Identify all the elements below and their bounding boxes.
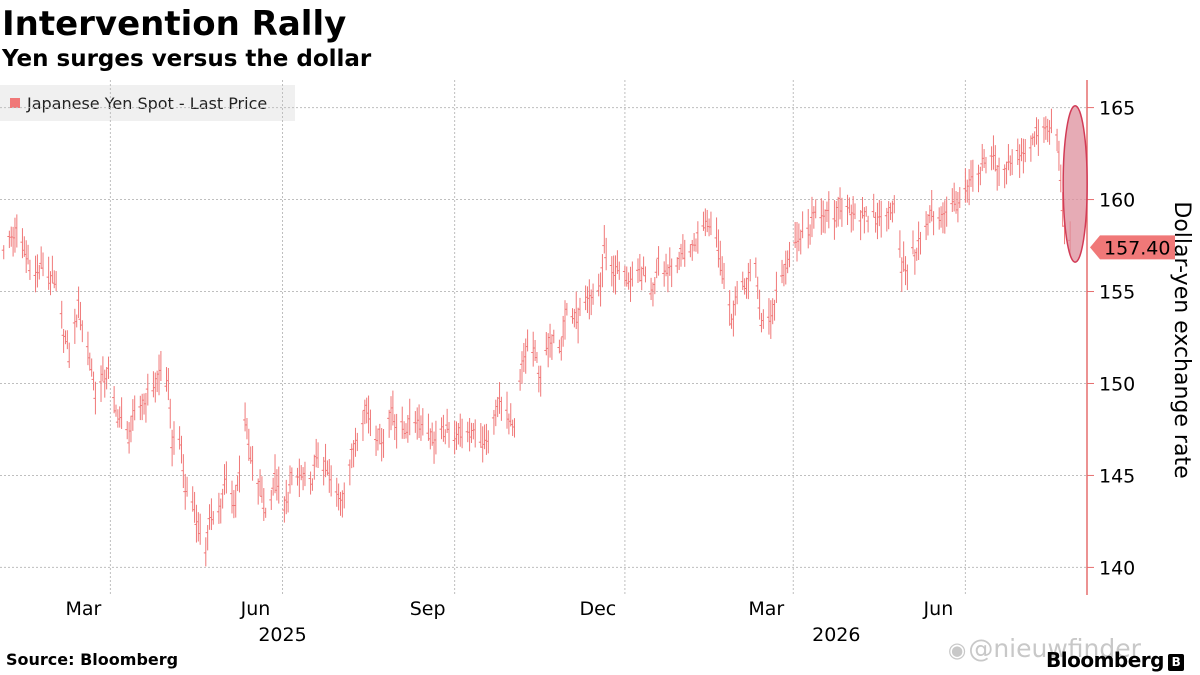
x-tick-label: Jun (923, 598, 954, 620)
y-tick-label: 165 (1099, 98, 1135, 120)
x-tick-label: Dec (579, 598, 616, 620)
chart-title: Intervention Rally (2, 4, 347, 44)
watermark-text: @nieuwfinder (968, 634, 1141, 663)
y-tick-label: 155 (1099, 282, 1135, 304)
legend-swatch (10, 98, 20, 108)
x-year-label: 2026 (812, 624, 860, 646)
legend: Japanese Yen Spot - Last Price (0, 85, 295, 121)
y-tick-label: 150 (1099, 373, 1135, 395)
price-bars (1, 108, 1071, 567)
brand-name: Bloomberg (1046, 648, 1164, 672)
x-year-label: 2025 (258, 624, 306, 646)
source-note: Source: Bloomberg (6, 650, 179, 669)
last-price-tag (1090, 235, 1175, 260)
weibo-icon: ◉ (948, 638, 967, 662)
y-tick-label: 160 (1099, 190, 1135, 212)
highlight-ellipse (1062, 105, 1088, 263)
y-axis: 140 145 150 155 160 165 (1086, 80, 1135, 595)
chart-subtitle: Yen surges versus the dollar (2, 46, 372, 72)
watermark: ◉@nieuwfinder (948, 634, 1141, 663)
x-tick-label: Mar (748, 598, 784, 620)
x-tick-label: Mar (65, 598, 101, 620)
x-tick-label: Jun (240, 598, 271, 620)
x-axis-labels: Mar Jun Sep Dec Mar Jun 2025 2026 (65, 598, 953, 646)
y-tick-label: 145 (1099, 465, 1135, 487)
annotations: 157.40 (1062, 105, 1175, 263)
bloomberg-logo: Bloomberg B (1046, 648, 1184, 672)
bloomberg-b-icon: B (1167, 654, 1184, 671)
x-tick-label: Sep (410, 598, 446, 620)
y-axis-title: Dollar-yen exchange rate (1169, 201, 1194, 478)
legend-label: Japanese Yen Spot - Last Price (27, 93, 268, 113)
y-tick-label: 140 (1099, 557, 1135, 579)
last-price-label: 157.40 (1104, 237, 1170, 259)
gridlines (0, 80, 1087, 595)
